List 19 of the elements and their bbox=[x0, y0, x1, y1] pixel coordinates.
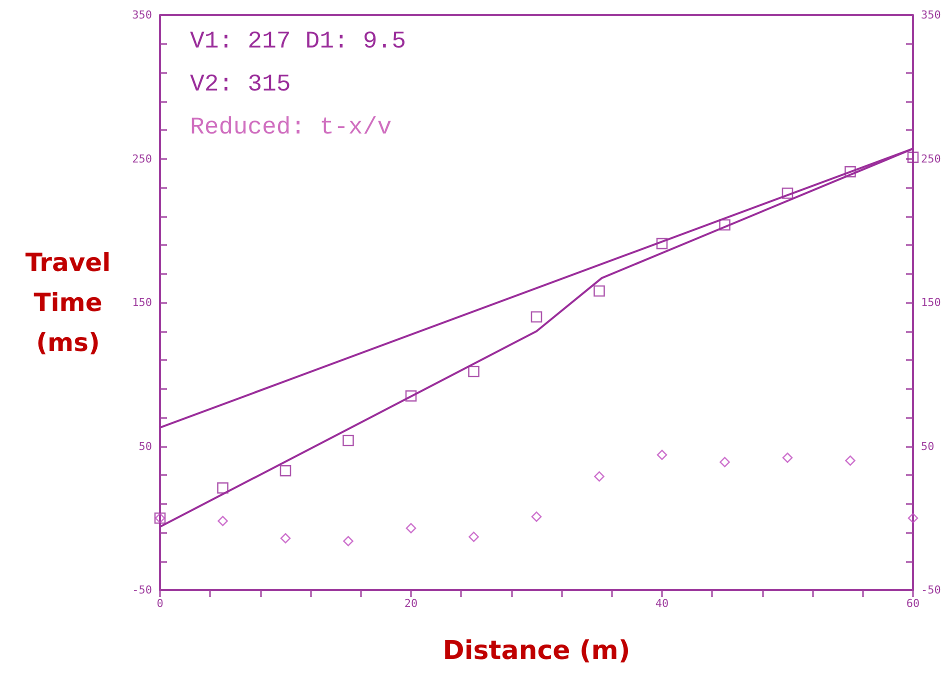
y2-tick-label: 250 bbox=[921, 152, 941, 166]
y-tick-label: -50 bbox=[132, 584, 152, 596]
x-tick-label: 60 bbox=[906, 597, 920, 610]
y-tick-label: 350 bbox=[132, 8, 152, 22]
y2-tick-label: 50 bbox=[921, 440, 934, 453]
annotation: Reduced: t-x/v bbox=[190, 114, 392, 142]
y-tick-label: 150 bbox=[132, 296, 152, 309]
y2-tick-label: -50 bbox=[921, 584, 941, 596]
annotation: V2: 315 bbox=[190, 72, 291, 98]
y2-tick-label: 150 bbox=[921, 296, 941, 309]
x-axis-title: Distance (m) bbox=[442, 636, 630, 666]
y-axis-title: Travel Time (ms) bbox=[25, 248, 111, 357]
annotation: V1: 217 D1: 9.5 bbox=[190, 28, 406, 56]
x-tick-label: 40 bbox=[655, 597, 669, 610]
x-tick-label: 0 bbox=[156, 597, 164, 610]
y2-tick-label: 350 bbox=[921, 8, 941, 22]
y-tick-label: 250 bbox=[132, 152, 152, 166]
y-tick-label: 50 bbox=[138, 440, 152, 453]
x-tick-label: 20 bbox=[404, 597, 418, 610]
